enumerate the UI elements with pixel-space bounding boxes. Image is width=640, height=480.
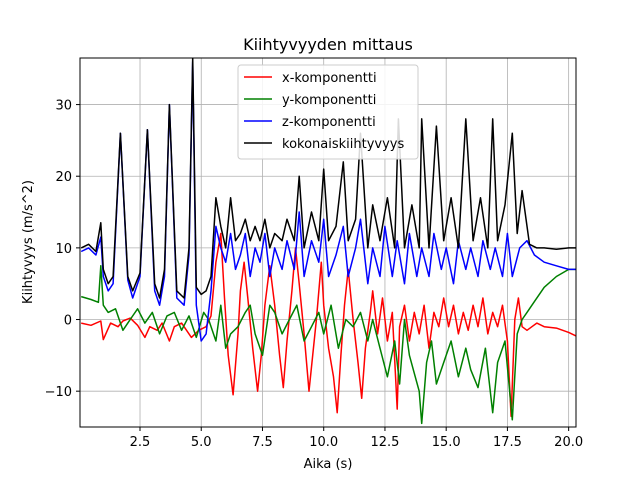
x-axis-title: Aika (s)	[304, 457, 353, 472]
x-tick-label: 12.5	[370, 435, 399, 450]
x-tick-label: 17.5	[493, 435, 522, 450]
y-tick-label: 30	[55, 99, 72, 114]
y-tick-label: 10	[55, 242, 72, 257]
y-tick-label: 0	[64, 314, 72, 329]
y-tick-label: −10	[45, 385, 72, 400]
x-tick-label: 15.0	[432, 435, 461, 450]
legend-box	[237, 64, 419, 160]
series-lines	[80, 58, 576, 425]
legend-label: z-komponentti	[282, 115, 376, 130]
axis-ticks: 2.5 5.0 7.5 10.0 12.5 15.0 17.5 20.0 −10 0 10 20 30	[45, 99, 584, 450]
plot-frame	[79, 57, 577, 428]
series-line-y-komponentti	[80, 265, 576, 425]
legend: x-komponentti y-komponentti z-komponentti k…	[237, 64, 419, 160]
x-tick-label: 2.5	[130, 435, 151, 450]
x-tick-label: 10.0	[309, 435, 338, 450]
series-line-kokonaiskiihtyvyys	[80, 58, 576, 299]
legend-label: x-komponentti	[282, 71, 377, 86]
x-tick-label: 5.0	[191, 435, 212, 450]
x-tick-label: 7.5	[252, 435, 273, 450]
chart-title: Kiihtyvyyden mittaus	[243, 35, 413, 54]
y-tick-label: 20	[55, 170, 72, 185]
series-line-x-komponentti	[81, 232, 576, 418]
legend-label: y-komponentti	[282, 93, 376, 108]
legend-label: kokonaiskiihtyvyys	[282, 137, 404, 152]
series-line-z-komponentti	[80, 60, 576, 342]
y-axis-title: Kiihtyvyys (m/s^2)	[21, 180, 36, 304]
x-tick-label: 20.0	[554, 435, 583, 450]
